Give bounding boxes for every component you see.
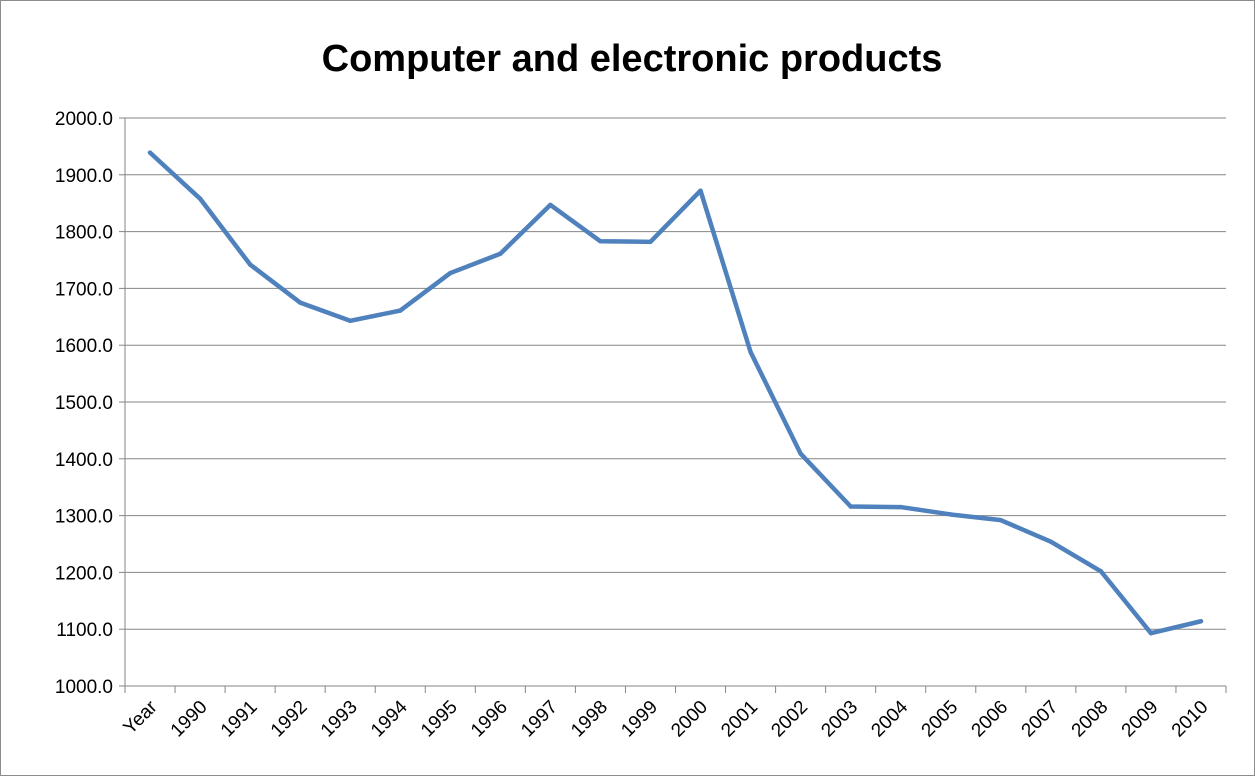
data-point — [247, 262, 253, 267]
x-tick-label: Year — [120, 696, 162, 738]
x-tick-label: 2009 — [1118, 697, 1163, 742]
data-point — [998, 517, 1003, 523]
axes — [119, 117, 1227, 693]
data-point — [748, 349, 753, 355]
data-point — [348, 318, 353, 323]
x-tick-label: 1992 — [267, 697, 312, 742]
data-point — [147, 150, 153, 155]
x-tick-label: 2006 — [968, 697, 1013, 742]
data-point — [448, 270, 453, 276]
x-tick-label: 1995 — [417, 697, 462, 742]
series-layer — [147, 150, 1204, 636]
y-tick-label: 1300.0 — [55, 507, 113, 528]
data-point — [1198, 619, 1204, 624]
y-tick-label: 1900.0 — [55, 166, 113, 187]
data-point — [848, 504, 853, 509]
chart-title: Computer and electronic products — [322, 38, 943, 80]
x-axis-tick-labels: Year 1990 1991 1992 1993 1994 1995 1996 1997 1998… — [120, 696, 1213, 741]
data-point — [948, 512, 953, 517]
data-point — [197, 196, 203, 201]
x-tick-label: 2000 — [667, 697, 712, 742]
y-tick-label: 1000.0 — [55, 677, 113, 698]
data-point — [648, 239, 653, 245]
y-tick-label: 1800.0 — [55, 223, 113, 244]
data-point — [598, 239, 603, 244]
gridlines — [125, 117, 1226, 630]
y-tick-label: 1100.0 — [56, 620, 113, 641]
data-point — [297, 300, 303, 305]
y-tick-label: 1200.0 — [55, 563, 113, 584]
x-tick-label: 1999 — [617, 697, 662, 742]
x-tick-label: 2003 — [817, 697, 862, 742]
x-tick-label: 2007 — [1018, 697, 1063, 742]
x-tick-label: 2002 — [767, 697, 812, 742]
x-tick-label: 2004 — [867, 696, 912, 741]
x-tick-label: 1994 — [367, 696, 412, 741]
y-tick-label: 1700.0 — [55, 279, 113, 300]
data-point — [1098, 569, 1104, 574]
series-line — [147, 150, 1204, 636]
y-tick-label: 1600.0 — [55, 336, 113, 357]
data-point — [698, 188, 703, 193]
x-tick-label: 1993 — [317, 697, 362, 742]
y-tick-label: 1500.0 — [55, 393, 113, 414]
x-tick-label: 1998 — [567, 697, 612, 742]
x-tick-label: 2005 — [918, 697, 963, 742]
x-tick-label: 1997 — [517, 697, 562, 742]
data-point — [798, 451, 803, 456]
y-axis-tick-labels: 1000.0 1100.0 1200.0 1300.0 1400.0 1500.0 1600… — [55, 109, 113, 698]
data-point — [1148, 630, 1154, 636]
x-tick-label: 1990 — [167, 697, 212, 742]
x-tick-label: 2008 — [1068, 697, 1113, 742]
data-point — [898, 504, 903, 510]
y-tick-label: 2000.0 — [55, 109, 113, 130]
x-tick-label: 1996 — [467, 697, 512, 742]
data-point — [498, 251, 503, 256]
data-point — [548, 202, 553, 208]
x-tick-label: 2010 — [1168, 697, 1213, 742]
data-point — [398, 308, 403, 313]
data-point — [1048, 539, 1054, 544]
x-tick-label: 1991 — [217, 697, 262, 742]
y-tick-label: 1400.0 — [55, 450, 113, 471]
x-tick-label: 2001 — [717, 697, 762, 742]
